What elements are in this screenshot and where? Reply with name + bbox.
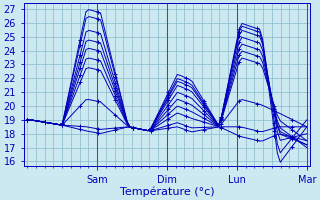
X-axis label: Température (°c): Température (°c) xyxy=(120,186,214,197)
